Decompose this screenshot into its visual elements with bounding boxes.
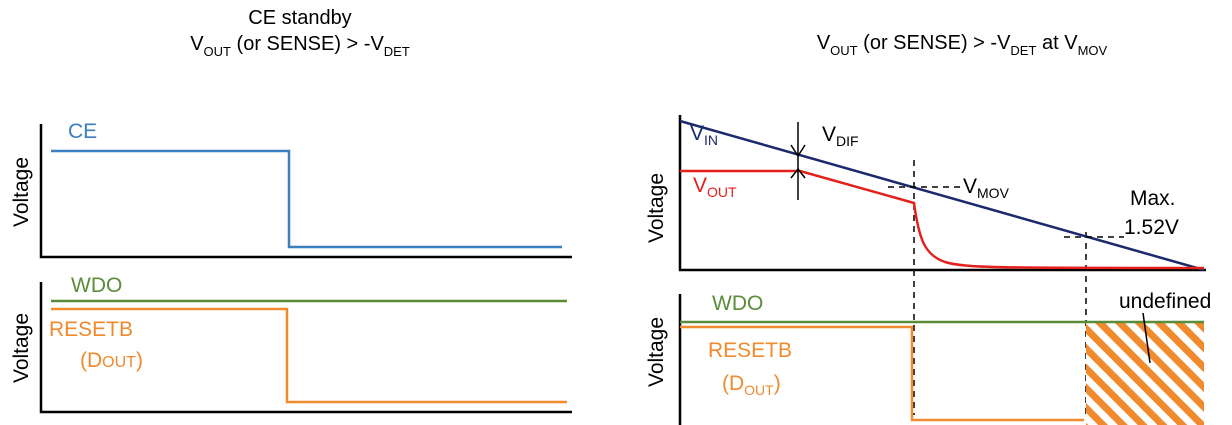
dout-label-right: (DOUT) xyxy=(722,372,781,398)
left-bottom-ylabel: Voltage xyxy=(10,313,33,383)
left-top-axes xyxy=(39,124,572,259)
left-bottom-panel: Voltage WDO RESETB (DOUT) xyxy=(10,274,572,414)
right-diagram: VOUT (or SENSE) > -VDET at VMOV Voltage … xyxy=(645,32,1211,425)
left-title-line1: CE standby xyxy=(248,7,351,29)
ce-label: CE xyxy=(68,120,97,143)
resetb-label: RESETB xyxy=(49,318,133,341)
ce-signal-line xyxy=(51,149,562,249)
left-top-ylabel: Voltage xyxy=(10,157,33,227)
right-title: VOUT (or SENSE) > -VDET at VMOV xyxy=(817,32,1108,58)
vout-label: VOUT xyxy=(693,174,737,200)
resetb-signal-line-right xyxy=(680,325,1084,422)
wdo-label-right: WDO xyxy=(712,292,763,315)
undefined-label: undefined xyxy=(1119,290,1211,313)
vin-label: VIN xyxy=(690,122,718,148)
left-title-line2: VOUT (or SENSE) > -VDET xyxy=(190,33,410,59)
max-label-line1: Max. xyxy=(1130,187,1176,210)
left-top-panel: Voltage CE xyxy=(10,120,572,259)
resetb-signal-line xyxy=(51,307,567,404)
left-bottom-axes xyxy=(39,282,572,414)
resetb-label-right: RESETB xyxy=(708,339,792,362)
undefined-pointer-line xyxy=(1142,312,1151,364)
vmov-label: VMOV xyxy=(963,175,1010,201)
dout-label: (DOUT) xyxy=(80,349,143,372)
vin-signal-line xyxy=(679,119,1205,272)
undefined-hatched-region xyxy=(1086,322,1204,425)
right-top-ylabel: Voltage xyxy=(645,173,668,243)
left-diagram: CE standby VOUT (or SENSE) > -VDET Volta… xyxy=(10,7,572,414)
right-top-panel: Voltage VIN VOUT VDIF VMOV Max. 1.52V xyxy=(645,115,1206,272)
vdif-label: VDIF xyxy=(822,123,859,149)
wdo-label: WDO xyxy=(71,274,122,297)
vdif-indicator xyxy=(790,122,806,200)
right-top-axes xyxy=(678,115,1206,272)
right-bottom-panel: Voltage WDO RESETB (DOUT) undefined xyxy=(645,290,1211,425)
right-bottom-ylabel: Voltage xyxy=(645,317,668,387)
max-label-line2: 1.52V xyxy=(1124,216,1179,239)
vout-signal-line xyxy=(680,169,1205,270)
